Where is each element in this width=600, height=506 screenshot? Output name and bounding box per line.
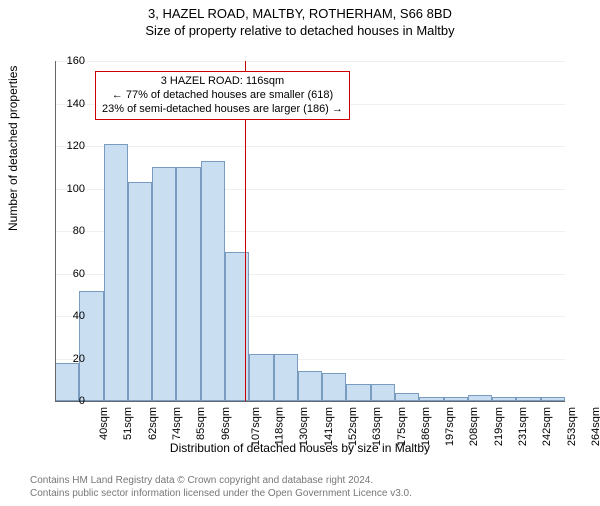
- y-tick-label: 160: [55, 55, 85, 67]
- annotation-line: ← 77% of detached houses are smaller (61…: [102, 89, 343, 103]
- footer-attribution: Contains HM Land Registry data © Crown c…: [30, 474, 412, 500]
- x-tick-label: 186sqm: [420, 407, 432, 446]
- x-tick-label: 219sqm: [493, 407, 505, 446]
- annotation-line: 3 HAZEL ROAD: 116sqm: [102, 75, 343, 89]
- footer-line-2: Contains public sector information licen…: [30, 487, 412, 500]
- x-tick-label: 40sqm: [98, 407, 110, 440]
- x-tick-label: 141sqm: [323, 407, 335, 446]
- y-tick-label: 100: [55, 183, 85, 195]
- gridline: [55, 61, 565, 62]
- y-tick-label: 60: [55, 268, 85, 280]
- x-tick-label: 51sqm: [122, 407, 134, 440]
- histogram-bar: [395, 393, 419, 402]
- histogram-bar: [176, 167, 200, 401]
- histogram-bar: [322, 373, 346, 401]
- histogram-bar: [128, 182, 152, 401]
- x-tick-label: 152sqm: [347, 407, 359, 446]
- x-tick-label: 253sqm: [566, 407, 578, 446]
- x-tick-label: 85sqm: [195, 407, 207, 440]
- x-tick-label: 118sqm: [273, 407, 285, 445]
- histogram-bar: [79, 291, 103, 402]
- x-tick-label: 242sqm: [541, 407, 553, 446]
- histogram-bar: [298, 371, 322, 401]
- chart-plot-area: 3 HAZEL ROAD: 116sqm← 77% of detached ho…: [55, 61, 565, 401]
- x-tick-label: 175sqm: [396, 407, 408, 446]
- y-tick-label: 40: [55, 310, 85, 322]
- y-tick-label: 140: [55, 98, 85, 110]
- x-tick-label: 107sqm: [250, 407, 262, 446]
- x-axis-line: [55, 401, 565, 402]
- y-tick-label: 20: [55, 353, 85, 365]
- annotation-line: 23% of semi-detached houses are larger (…: [102, 103, 343, 117]
- histogram-bar: [371, 384, 395, 401]
- histogram-bar: [346, 384, 370, 401]
- x-tick-label: 264sqm: [590, 407, 600, 446]
- x-tick-label: 130sqm: [299, 407, 311, 446]
- annotation-box: 3 HAZEL ROAD: 116sqm← 77% of detached ho…: [95, 71, 350, 120]
- x-tick-label: 96sqm: [220, 407, 232, 440]
- x-tick-label: 208sqm: [469, 407, 481, 446]
- histogram-bar: [104, 144, 128, 401]
- x-tick-label: 197sqm: [444, 407, 456, 446]
- histogram-bar: [201, 161, 225, 401]
- y-tick-label: 0: [55, 395, 85, 407]
- y-axis-label: Number of detached properties: [6, 66, 20, 231]
- gridline: [55, 146, 565, 147]
- chart-title: 3, HAZEL ROAD, MALTBY, ROTHERHAM, S66 8B…: [0, 6, 600, 21]
- histogram-plot: 3 HAZEL ROAD: 116sqm← 77% of detached ho…: [55, 61, 565, 401]
- footer-line-1: Contains HM Land Registry data © Crown c…: [30, 474, 412, 487]
- y-tick-label: 80: [55, 225, 85, 237]
- y-tick-label: 120: [55, 140, 85, 152]
- histogram-bar: [249, 354, 273, 401]
- x-tick-label: 62sqm: [147, 407, 159, 440]
- x-tick-label: 231sqm: [517, 407, 529, 446]
- x-tick-label: 163sqm: [371, 407, 383, 446]
- x-tick-label: 74sqm: [171, 407, 183, 440]
- chart-subtitle: Size of property relative to detached ho…: [0, 23, 600, 38]
- histogram-bar: [274, 354, 298, 401]
- histogram-bar: [152, 167, 176, 401]
